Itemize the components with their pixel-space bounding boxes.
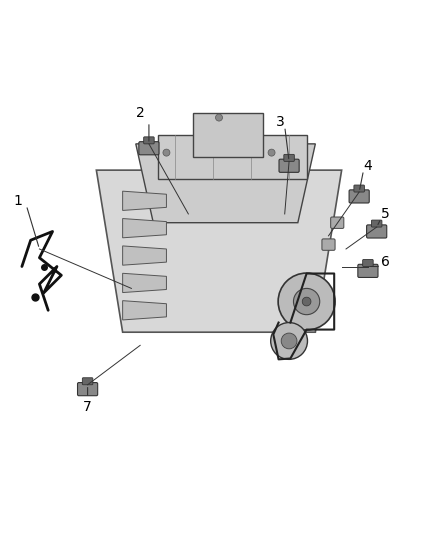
Text: 7: 7 — [83, 400, 92, 414]
Polygon shape — [158, 135, 307, 179]
Text: 1: 1 — [13, 194, 22, 208]
Circle shape — [163, 149, 170, 156]
Circle shape — [215, 114, 223, 121]
Text: 5: 5 — [381, 207, 390, 221]
FancyBboxPatch shape — [354, 185, 364, 192]
Polygon shape — [123, 273, 166, 293]
Circle shape — [268, 149, 275, 156]
FancyBboxPatch shape — [82, 378, 93, 385]
FancyBboxPatch shape — [144, 137, 154, 144]
FancyBboxPatch shape — [363, 260, 373, 266]
FancyBboxPatch shape — [322, 239, 335, 251]
FancyBboxPatch shape — [367, 225, 387, 238]
Text: 4: 4 — [364, 159, 372, 173]
Polygon shape — [123, 191, 166, 211]
Circle shape — [293, 288, 320, 314]
Polygon shape — [123, 246, 166, 265]
Polygon shape — [123, 301, 166, 320]
FancyBboxPatch shape — [331, 217, 344, 229]
FancyBboxPatch shape — [279, 159, 299, 172]
FancyBboxPatch shape — [349, 190, 369, 203]
FancyBboxPatch shape — [358, 264, 378, 278]
Polygon shape — [193, 113, 263, 157]
Text: 3: 3 — [276, 115, 285, 129]
FancyBboxPatch shape — [284, 155, 294, 161]
Polygon shape — [136, 144, 315, 223]
FancyBboxPatch shape — [371, 220, 382, 227]
Circle shape — [278, 273, 335, 330]
FancyBboxPatch shape — [139, 142, 159, 155]
Text: 2: 2 — [136, 106, 145, 120]
Text: 6: 6 — [381, 255, 390, 269]
Circle shape — [302, 297, 311, 306]
Circle shape — [281, 333, 297, 349]
Circle shape — [271, 322, 307, 359]
FancyBboxPatch shape — [78, 383, 98, 395]
Polygon shape — [96, 170, 342, 332]
Polygon shape — [123, 219, 166, 238]
